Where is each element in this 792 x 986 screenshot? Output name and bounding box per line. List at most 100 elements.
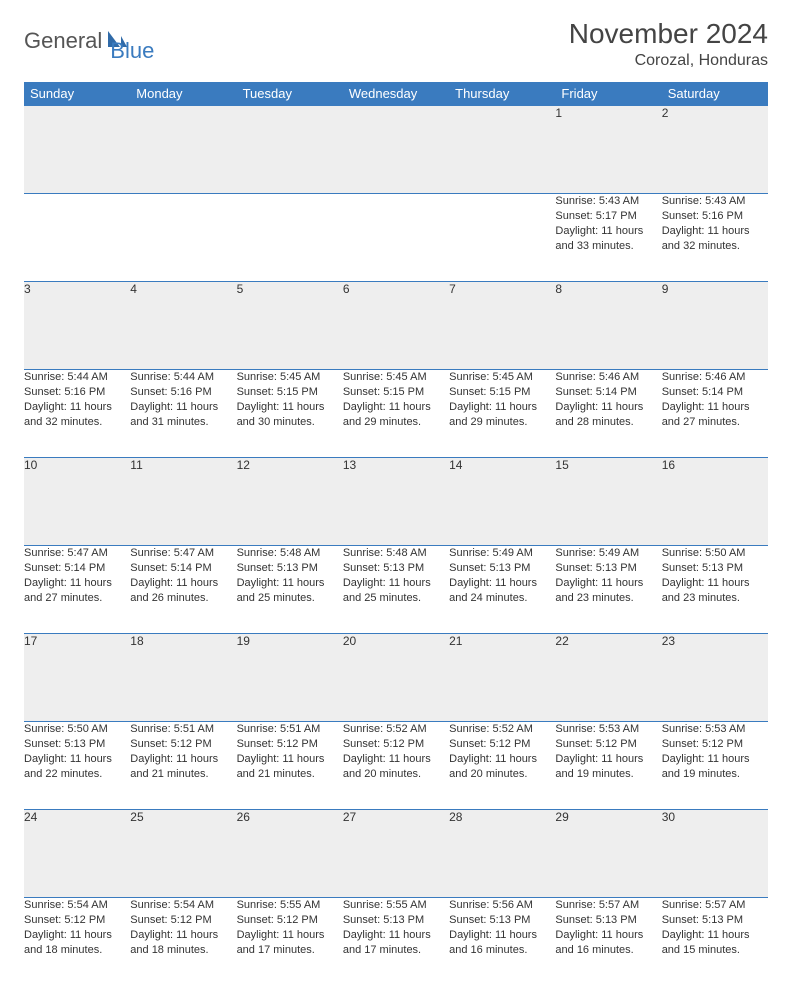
- calendar-header-row: SundayMondayTuesdayWednesdayThursdayFrid…: [24, 82, 768, 106]
- day-detail-cell: Sunrise: 5:55 AMSunset: 5:13 PMDaylight:…: [343, 898, 449, 986]
- sunrise-text: Sunrise: 5:50 AM: [24, 722, 130, 737]
- sunrise-text: Sunrise: 5:47 AM: [130, 546, 236, 561]
- daylight-text: Daylight: 11 hours and 23 minutes.: [662, 576, 768, 606]
- day-number-cell: 27: [343, 810, 449, 898]
- day-number-cell: 25: [130, 810, 236, 898]
- daylight-text: Daylight: 11 hours and 32 minutes.: [24, 400, 130, 430]
- week-daynum-row: 24252627282930: [24, 810, 768, 898]
- day-number-cell: [237, 106, 343, 194]
- sunset-text: Sunset: 5:12 PM: [130, 913, 236, 928]
- sunset-text: Sunset: 5:13 PM: [237, 561, 343, 576]
- sunrise-text: Sunrise: 5:56 AM: [449, 898, 555, 913]
- day-number-cell: [343, 106, 449, 194]
- day-number-cell: 5: [237, 282, 343, 370]
- sunset-text: Sunset: 5:16 PM: [24, 385, 130, 400]
- brand-part1: General: [24, 28, 102, 54]
- sunrise-text: Sunrise: 5:45 AM: [237, 370, 343, 385]
- day-number-cell: 17: [24, 634, 130, 722]
- sunset-text: Sunset: 5:17 PM: [555, 209, 661, 224]
- sunset-text: Sunset: 5:13 PM: [343, 913, 449, 928]
- daylight-text: Daylight: 11 hours and 20 minutes.: [449, 752, 555, 782]
- day-detail-cell: [237, 194, 343, 282]
- day-header: Friday: [555, 82, 661, 106]
- sunrise-text: Sunrise: 5:43 AM: [662, 194, 768, 209]
- day-number-cell: 8: [555, 282, 661, 370]
- day-detail-cell: Sunrise: 5:48 AMSunset: 5:13 PMDaylight:…: [237, 546, 343, 634]
- sunset-text: Sunset: 5:13 PM: [24, 737, 130, 752]
- sunset-text: Sunset: 5:15 PM: [449, 385, 555, 400]
- location-label: Corozal, Honduras: [569, 52, 768, 70]
- sunset-text: Sunset: 5:15 PM: [237, 385, 343, 400]
- week-detail-row: Sunrise: 5:50 AMSunset: 5:13 PM Daylight:…: [24, 722, 768, 810]
- sunset-text: Sunset: 5:12 PM: [449, 737, 555, 752]
- day-detail-cell: [449, 194, 555, 282]
- page-header: General Blue November 2024 Corozal, Hond…: [24, 18, 768, 70]
- sunset-text: Sunset: 5:14 PM: [24, 561, 130, 576]
- day-number-cell: 13: [343, 458, 449, 546]
- day-detail-cell: Sunrise: 5:46 AMSunset: 5:14 PMDaylight:…: [662, 370, 768, 458]
- day-number-cell: 18: [130, 634, 236, 722]
- day-number-cell: 6: [343, 282, 449, 370]
- daylight-text: Daylight: 11 hours and 21 minutes.: [237, 752, 343, 782]
- sunset-text: Sunset: 5:13 PM: [662, 913, 768, 928]
- sunset-text: Sunset: 5:14 PM: [130, 561, 236, 576]
- sunset-text: Sunset: 5:12 PM: [237, 737, 343, 752]
- sunrise-text: Sunrise: 5:55 AM: [237, 898, 343, 913]
- week-detail-row: Sunrise: 5:43 AMSunset: 5:17 PMDaylight:…: [24, 194, 768, 282]
- day-detail-cell: Sunrise: 5:46 AMSunset: 5:14 PMDaylight:…: [555, 370, 661, 458]
- sunset-text: Sunset: 5:12 PM: [662, 737, 768, 752]
- daylight-text: Daylight: 11 hours and 27 minutes.: [24, 576, 130, 606]
- daylight-text: Daylight: 11 hours and 31 minutes.: [130, 400, 236, 430]
- day-header: Monday: [130, 82, 236, 106]
- daylight-text: Daylight: 11 hours and 25 minutes.: [343, 576, 449, 606]
- day-detail-cell: Sunrise: 5:51 AMSunset: 5:12 PMDaylight:…: [237, 722, 343, 810]
- sunset-text: Sunset: 5:13 PM: [555, 913, 661, 928]
- sunrise-text: Sunrise: 5:48 AM: [343, 546, 449, 561]
- daylight-text: Daylight: 11 hours and 27 minutes.: [662, 400, 768, 430]
- week-daynum-row: 3456789: [24, 282, 768, 370]
- sunrise-text: Sunrise: 5:49 AM: [449, 546, 555, 561]
- day-detail-cell: Sunrise: 5:47 AMSunset: 5:14 PMDaylight:…: [24, 546, 130, 634]
- day-header: Wednesday: [343, 82, 449, 106]
- day-number-cell: 16: [662, 458, 768, 546]
- sunrise-text: Sunrise: 5:52 AM: [343, 722, 449, 737]
- day-detail-cell: Sunrise: 5:55 AMSunset: 5:12 PMDaylight:…: [237, 898, 343, 986]
- sunset-text: Sunset: 5:14 PM: [662, 385, 768, 400]
- day-number-cell: 11: [130, 458, 236, 546]
- sunrise-text: Sunrise: 5:46 AM: [555, 370, 661, 385]
- daylight-text: Daylight: 11 hours and 18 minutes.: [130, 928, 236, 958]
- day-number-cell: 4: [130, 282, 236, 370]
- day-detail-cell: Sunrise: 5:44 AMSunset: 5:16 PMDaylight:…: [24, 370, 130, 458]
- sunrise-text: Sunrise: 5:52 AM: [449, 722, 555, 737]
- day-header: Saturday: [662, 82, 768, 106]
- day-detail-cell: Sunrise: 5:53 AMSunset: 5:12 PMDaylight:…: [662, 722, 768, 810]
- sunset-text: Sunset: 5:12 PM: [237, 913, 343, 928]
- daylight-text: Daylight: 11 hours and 17 minutes.: [343, 928, 449, 958]
- calendar-table: SundayMondayTuesdayWednesdayThursdayFrid…: [24, 82, 768, 986]
- day-detail-cell: [24, 194, 130, 282]
- daylight-text: Daylight: 11 hours and 29 minutes.: [343, 400, 449, 430]
- sunrise-text: Sunrise: 5:57 AM: [662, 898, 768, 913]
- day-detail-cell: Sunrise: 5:53 AMSunset: 5:12 PMDaylight:…: [555, 722, 661, 810]
- sunrise-text: Sunrise: 5:45 AM: [343, 370, 449, 385]
- day-detail-cell: Sunrise: 5:57 AMSunset: 5:13 PMDaylight:…: [662, 898, 768, 986]
- month-title: November 2024: [569, 18, 768, 50]
- day-number-cell: 14: [449, 458, 555, 546]
- day-detail-cell: [130, 194, 236, 282]
- day-number-cell: 2: [662, 106, 768, 194]
- day-detail-cell: Sunrise: 5:44 AMSunset: 5:16 PMDaylight:…: [130, 370, 236, 458]
- daylight-text: Daylight: 11 hours and 33 minutes.: [555, 224, 661, 254]
- sunset-text: Sunset: 5:13 PM: [449, 561, 555, 576]
- sunset-text: Sunset: 5:16 PM: [662, 209, 768, 224]
- day-number-cell: 20: [343, 634, 449, 722]
- day-number-cell: [449, 106, 555, 194]
- sunrise-text: Sunrise: 5:50 AM: [662, 546, 768, 561]
- day-number-cell: [130, 106, 236, 194]
- sunrise-text: Sunrise: 5:57 AM: [555, 898, 661, 913]
- day-detail-cell: Sunrise: 5:48 AMSunset: 5:13 PMDaylight:…: [343, 546, 449, 634]
- day-number-cell: 7: [449, 282, 555, 370]
- brand-logo: General Blue: [24, 18, 154, 64]
- sunrise-text: Sunrise: 5:45 AM: [449, 370, 555, 385]
- sunset-text: Sunset: 5:12 PM: [555, 737, 661, 752]
- day-detail-cell: Sunrise: 5:47 AMSunset: 5:14 PMDaylight:…: [130, 546, 236, 634]
